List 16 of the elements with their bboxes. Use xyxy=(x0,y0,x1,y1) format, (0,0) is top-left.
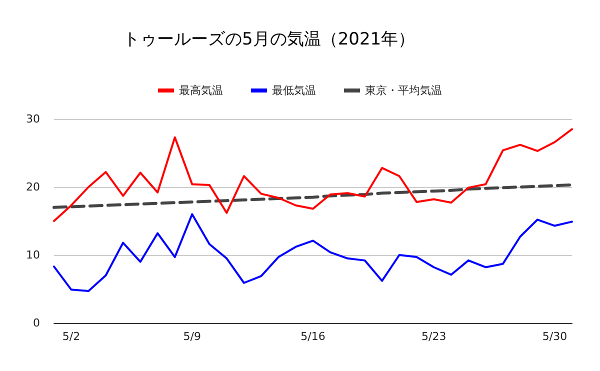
legend-label: 最高気温 xyxy=(179,84,223,97)
y-tick-label: 30 xyxy=(26,112,40,126)
legend-label: 最低気温 xyxy=(272,84,316,97)
x-tick-label: 5/30 xyxy=(542,330,568,343)
y-tick-label: 20 xyxy=(26,180,40,194)
x-tick-label: 5/16 xyxy=(300,330,326,343)
y-tick-label: 10 xyxy=(26,248,40,262)
legend-label: 東京・平均気温 xyxy=(365,84,442,97)
chart-title: トゥールーズの5月の気温（2021年） xyxy=(123,30,416,50)
x-tick-label: 5/2 xyxy=(62,330,80,343)
x-tick-label: 5/23 xyxy=(422,330,446,343)
line-series xyxy=(53,128,573,222)
line-series xyxy=(53,213,573,292)
y-tick-label: 0 xyxy=(33,316,40,330)
line-series xyxy=(52,183,574,209)
x-tick-label: 5/9 xyxy=(183,330,201,343)
